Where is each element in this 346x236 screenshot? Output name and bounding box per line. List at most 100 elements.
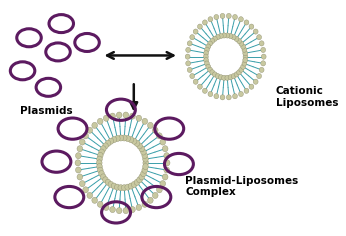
Ellipse shape [218,75,223,80]
Ellipse shape [110,206,116,213]
Ellipse shape [99,149,104,155]
Ellipse shape [259,41,264,46]
Ellipse shape [123,112,129,118]
Ellipse shape [222,33,226,38]
Ellipse shape [193,79,198,84]
Ellipse shape [226,13,231,19]
Ellipse shape [208,41,212,46]
Ellipse shape [105,179,111,185]
Ellipse shape [249,24,254,29]
Ellipse shape [198,24,202,29]
Ellipse shape [142,118,148,124]
Ellipse shape [208,67,212,72]
Ellipse shape [116,208,122,214]
Ellipse shape [193,29,198,34]
Ellipse shape [242,47,247,52]
Ellipse shape [97,164,102,170]
Text: Plasmids: Plasmids [20,106,73,116]
Ellipse shape [75,167,81,173]
Ellipse shape [198,84,202,89]
Ellipse shape [212,36,217,42]
Ellipse shape [83,187,89,193]
Ellipse shape [243,54,248,59]
Ellipse shape [234,36,239,42]
Ellipse shape [215,35,220,40]
Ellipse shape [115,184,120,190]
Ellipse shape [186,47,191,52]
Ellipse shape [253,79,258,84]
Ellipse shape [131,181,137,187]
Ellipse shape [204,58,209,63]
Ellipse shape [237,38,242,44]
Ellipse shape [238,91,243,97]
Ellipse shape [98,152,103,159]
Ellipse shape [225,33,230,38]
Ellipse shape [257,35,262,40]
Ellipse shape [239,67,244,72]
Ellipse shape [162,146,168,152]
Ellipse shape [206,64,211,69]
Ellipse shape [225,75,230,80]
Ellipse shape [160,181,166,187]
Ellipse shape [111,183,117,189]
Ellipse shape [244,20,249,25]
Ellipse shape [77,174,83,180]
Ellipse shape [242,61,247,66]
Ellipse shape [162,174,168,180]
Ellipse shape [228,75,233,80]
Ellipse shape [237,70,242,75]
Ellipse shape [139,174,145,180]
Ellipse shape [111,137,117,143]
Ellipse shape [75,160,81,166]
Ellipse shape [249,84,254,89]
Ellipse shape [243,58,248,63]
Ellipse shape [187,67,192,72]
Ellipse shape [115,135,120,142]
Ellipse shape [99,171,104,177]
Ellipse shape [152,127,158,133]
Ellipse shape [244,88,249,93]
Ellipse shape [125,184,130,190]
Ellipse shape [212,72,217,77]
Ellipse shape [143,164,148,170]
Ellipse shape [157,133,162,139]
Ellipse shape [80,181,85,187]
Ellipse shape [142,167,147,173]
Ellipse shape [134,140,140,146]
Ellipse shape [136,115,142,121]
Ellipse shape [239,41,244,46]
Ellipse shape [226,95,231,100]
Ellipse shape [105,140,111,146]
Ellipse shape [143,160,148,166]
Ellipse shape [118,185,124,191]
Ellipse shape [130,206,135,213]
Ellipse shape [147,122,153,128]
Ellipse shape [164,160,170,166]
Ellipse shape [131,138,137,144]
Ellipse shape [185,54,190,59]
Ellipse shape [215,73,220,79]
Ellipse shape [128,183,134,189]
Ellipse shape [231,73,236,79]
Ellipse shape [190,73,194,79]
Ellipse shape [140,171,146,177]
Ellipse shape [97,160,102,166]
Ellipse shape [160,139,166,145]
Ellipse shape [103,143,108,149]
Ellipse shape [243,51,248,56]
Ellipse shape [87,127,93,133]
Ellipse shape [220,13,225,19]
Ellipse shape [202,88,207,93]
Ellipse shape [108,181,114,187]
Text: Cationic
Liposomes: Cationic Liposomes [276,86,338,108]
Ellipse shape [218,34,223,39]
Ellipse shape [108,138,114,144]
Ellipse shape [98,167,103,173]
Ellipse shape [121,185,127,191]
Ellipse shape [118,135,124,141]
Ellipse shape [238,17,243,22]
Ellipse shape [110,113,116,119]
Ellipse shape [137,143,142,149]
Ellipse shape [203,54,208,59]
Ellipse shape [220,95,225,100]
